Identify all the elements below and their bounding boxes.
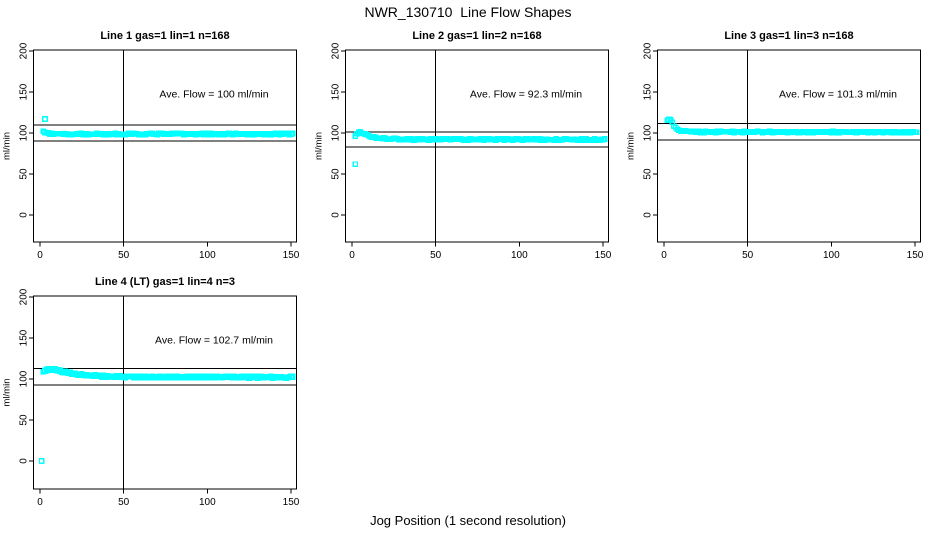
y-tick-label: 0	[19, 458, 30, 464]
y-tick-label: 100	[331, 124, 342, 141]
y-axis-label: ml/min	[626, 132, 637, 160]
outlier-point	[42, 116, 48, 122]
y-tick-label: 50	[643, 168, 654, 180]
y-tick-label: 100	[643, 124, 654, 141]
y-tick-label: 200	[19, 42, 30, 59]
x-tick-label: 50	[118, 497, 130, 508]
x-tick-label: 100	[511, 250, 528, 261]
data-point	[289, 374, 296, 381]
panel-title: Line 1 gas=1 lin=1 n=168	[100, 30, 229, 42]
y-tick-label: 150	[643, 83, 654, 100]
panel-title: Line 4 (LT) gas=1 lin=4 n=3	[95, 276, 235, 288]
panel-4: Line 4 (LT) gas=1 lin=4 n=3 0 50 100 150 200 m…	[2, 276, 300, 508]
plot-box	[345, 49, 609, 243]
ave-flow-annotation: Ave. Flow = 92.3 ml/min	[470, 88, 582, 100]
x-tick-label: 50	[118, 250, 130, 261]
panel-3: Line 3 gas=1 lin=3 n=168 0 50 100 150 200 ml/m…	[626, 30, 924, 261]
x-tick-label: 50	[742, 250, 754, 261]
y-tick-label: 0	[331, 212, 342, 218]
x-tick-label: 150	[907, 250, 924, 261]
y-tick-label: 150	[331, 83, 342, 100]
y-tick-label: 200	[643, 42, 654, 59]
outlier-point	[38, 458, 45, 464]
plot-box	[657, 49, 921, 243]
y-tick-label: 100	[19, 370, 30, 387]
ave-flow-annotation: Ave. Flow = 102.7 ml/min	[155, 334, 273, 346]
data-points	[664, 116, 920, 136]
panel-title: Line 2 gas=1 lin=2 n=168	[412, 30, 541, 42]
plot-box	[33, 295, 297, 490]
y-tick-label: 50	[19, 168, 30, 180]
x-tick-label: 0	[37, 497, 43, 508]
panel-1: Line 1 gas=1 lin=1 n=168 0 50 100 150 200 ml/m…	[2, 30, 300, 261]
y-tick-label: 50	[19, 414, 30, 426]
y-axis-label: ml/min	[2, 379, 13, 407]
panel-2: Line 2 gas=1 lin=2 n=168 0 50 100 150 200 ml/m…	[314, 30, 612, 261]
y-tick-label: 100	[19, 124, 30, 141]
y-tick-label: 50	[331, 168, 342, 180]
plot-box	[33, 49, 297, 243]
y-axis-label: ml/min	[2, 132, 13, 160]
outlier-point	[352, 161, 359, 168]
ave-flow-annotation: Ave. Flow = 101.3 ml/min	[779, 88, 897, 100]
y-tick-label: 200	[331, 42, 342, 59]
data-points	[40, 365, 296, 381]
x-tick-label: 150	[283, 497, 300, 508]
ave-flow-annotation: Ave. Flow = 100 ml/min	[159, 88, 268, 100]
x-tick-label: 100	[199, 250, 216, 261]
data-point	[601, 136, 608, 142]
x-tick-label: 0	[349, 250, 355, 261]
y-tick-label: 150	[19, 329, 30, 346]
y-tick-label: 0	[19, 212, 30, 218]
data-points	[352, 129, 608, 144]
data-point	[289, 130, 296, 137]
data-points	[40, 128, 296, 138]
x-tick-label: 150	[283, 250, 300, 261]
x-tick-label: 100	[199, 497, 216, 508]
y-axis-label: ml/min	[314, 132, 325, 160]
panel-title: Line 3 gas=1 lin=3 n=168	[724, 30, 853, 42]
x-tick-label: 150	[595, 250, 612, 261]
y-tick-label: 0	[643, 212, 654, 218]
x-tick-label: 0	[37, 250, 43, 261]
data-point	[913, 129, 920, 136]
y-tick-label: 200	[19, 288, 30, 305]
figure-xlabel: Jog Position (1 second resolution)	[370, 513, 566, 528]
x-tick-label: 0	[661, 250, 667, 261]
x-tick-label: 100	[823, 250, 840, 261]
x-tick-label: 50	[430, 250, 442, 261]
y-tick-label: 150	[19, 83, 30, 100]
figure-title: NWR_130710 Line Flow Shapes	[364, 4, 572, 20]
